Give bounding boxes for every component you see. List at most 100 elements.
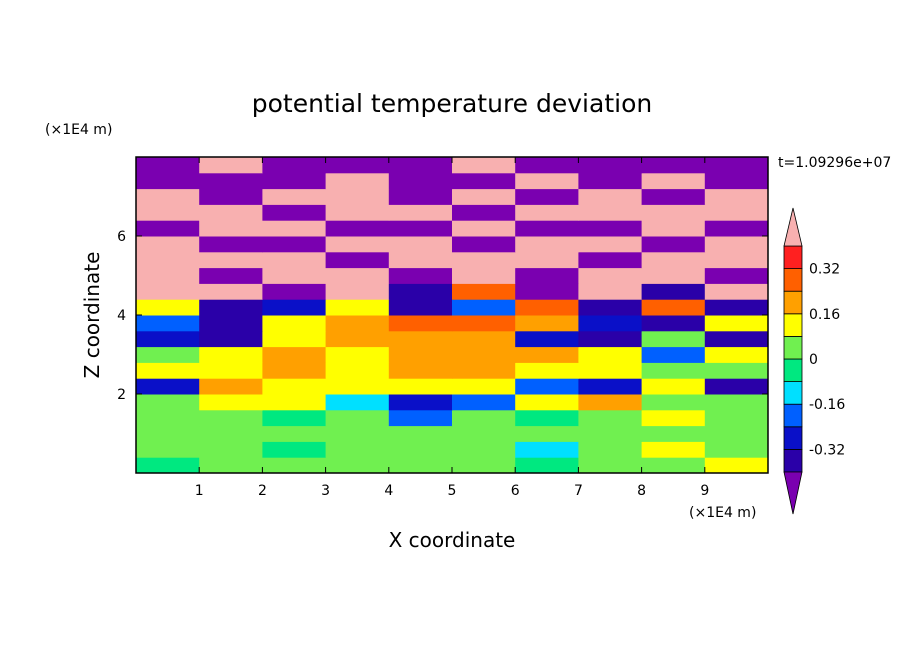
field-cell — [704, 409, 768, 427]
field-cell — [136, 378, 200, 395]
field-cell — [325, 188, 390, 205]
field-cell — [325, 251, 390, 269]
field-cell — [704, 362, 768, 379]
field-cell — [515, 315, 579, 332]
x-tick-label: 1 — [195, 483, 204, 499]
field-cell — [515, 441, 579, 458]
field-cell — [199, 299, 263, 316]
field-cell — [388, 172, 453, 190]
field-cell — [388, 299, 453, 316]
field-cell — [641, 378, 706, 395]
field-cell — [704, 330, 768, 348]
x-tick-label: 3 — [321, 483, 330, 499]
field-cell — [136, 315, 200, 332]
field-cell — [199, 236, 263, 253]
field-cell — [452, 457, 516, 473]
field-cell — [199, 283, 263, 300]
field-cell — [199, 315, 263, 332]
field-cell — [515, 283, 579, 300]
field-cell — [452, 283, 516, 300]
field-cell — [388, 204, 453, 221]
field-cell — [641, 172, 706, 190]
field-cell — [262, 315, 327, 332]
field-cell — [262, 283, 327, 300]
field-cell — [452, 188, 516, 205]
field-cell — [199, 204, 263, 221]
time-label: t=1.09296e+07 — [778, 155, 891, 171]
x-tick-label: 8 — [637, 483, 646, 499]
field-cell — [388, 330, 453, 348]
field-cell — [325, 236, 390, 253]
field-cell — [515, 457, 579, 473]
field-cell — [704, 267, 768, 284]
field-cell — [199, 267, 263, 284]
field-cell — [388, 362, 453, 379]
field-cell — [452, 220, 516, 237]
x-axis-title: X coordinate — [389, 528, 516, 552]
field-cell — [388, 394, 453, 411]
field-cell — [641, 441, 706, 458]
field-cell — [578, 315, 643, 332]
colorbar-label: 0.32 — [809, 262, 840, 278]
field-cell — [515, 362, 579, 379]
field-cell — [515, 204, 579, 221]
field-cell — [262, 330, 327, 348]
colorbar-label: 0 — [809, 352, 818, 368]
field-cell — [641, 267, 706, 284]
field-cell — [199, 425, 263, 442]
field-cell — [325, 362, 390, 379]
colorbar-box — [783, 290, 803, 315]
colorbar-label: -0.16 — [809, 397, 845, 413]
field-cell — [641, 157, 706, 174]
colorbar-box — [783, 403, 803, 428]
field-cell — [136, 188, 200, 205]
field-cell — [388, 157, 453, 174]
field-cell — [136, 394, 200, 411]
field-cell — [199, 394, 263, 411]
field-cell — [262, 394, 327, 411]
field-cell — [641, 204, 706, 221]
y-tick-label: 4 — [117, 308, 126, 324]
field-cell — [262, 267, 327, 284]
x-unit-label: (×1E4 m) — [689, 505, 756, 521]
field-cell — [199, 378, 263, 395]
contour-field — [136, 157, 768, 473]
field-cell — [452, 204, 516, 221]
field-cell — [136, 457, 200, 473]
field-cell — [325, 204, 390, 221]
field-cell — [388, 267, 453, 284]
field-cell — [325, 157, 390, 174]
field-cell — [704, 441, 768, 458]
field-cell — [388, 251, 453, 269]
field-cell — [262, 204, 327, 221]
field-cell — [325, 283, 390, 300]
field-cell — [578, 236, 643, 253]
field-cell — [452, 409, 516, 427]
field-cell — [578, 425, 643, 442]
field-cell — [388, 409, 453, 427]
field-cell — [262, 188, 327, 205]
field-cell — [262, 378, 327, 395]
y-axis: 2 4 6 — [117, 229, 768, 403]
field-cell — [515, 409, 579, 427]
x-tick-label: 6 — [511, 483, 520, 499]
field-cell — [515, 172, 579, 190]
field-cell — [704, 188, 768, 205]
field-cell — [704, 236, 768, 253]
field-cell — [515, 378, 579, 395]
field-cell — [325, 267, 390, 284]
colorbar: 0.32 0.16 0 -0.16 -0.32 — [783, 207, 845, 515]
field-cell — [136, 283, 200, 300]
field-cell — [704, 315, 768, 332]
field-cell — [704, 346, 768, 363]
field-cell — [641, 188, 706, 205]
field-cell — [641, 220, 706, 237]
field-cell — [262, 346, 327, 363]
colorbar-box — [783, 448, 803, 473]
field-cell — [452, 362, 516, 379]
field-cell — [515, 299, 579, 316]
field-cell — [641, 346, 706, 363]
field-cell — [515, 188, 579, 205]
field-cell — [578, 441, 643, 458]
